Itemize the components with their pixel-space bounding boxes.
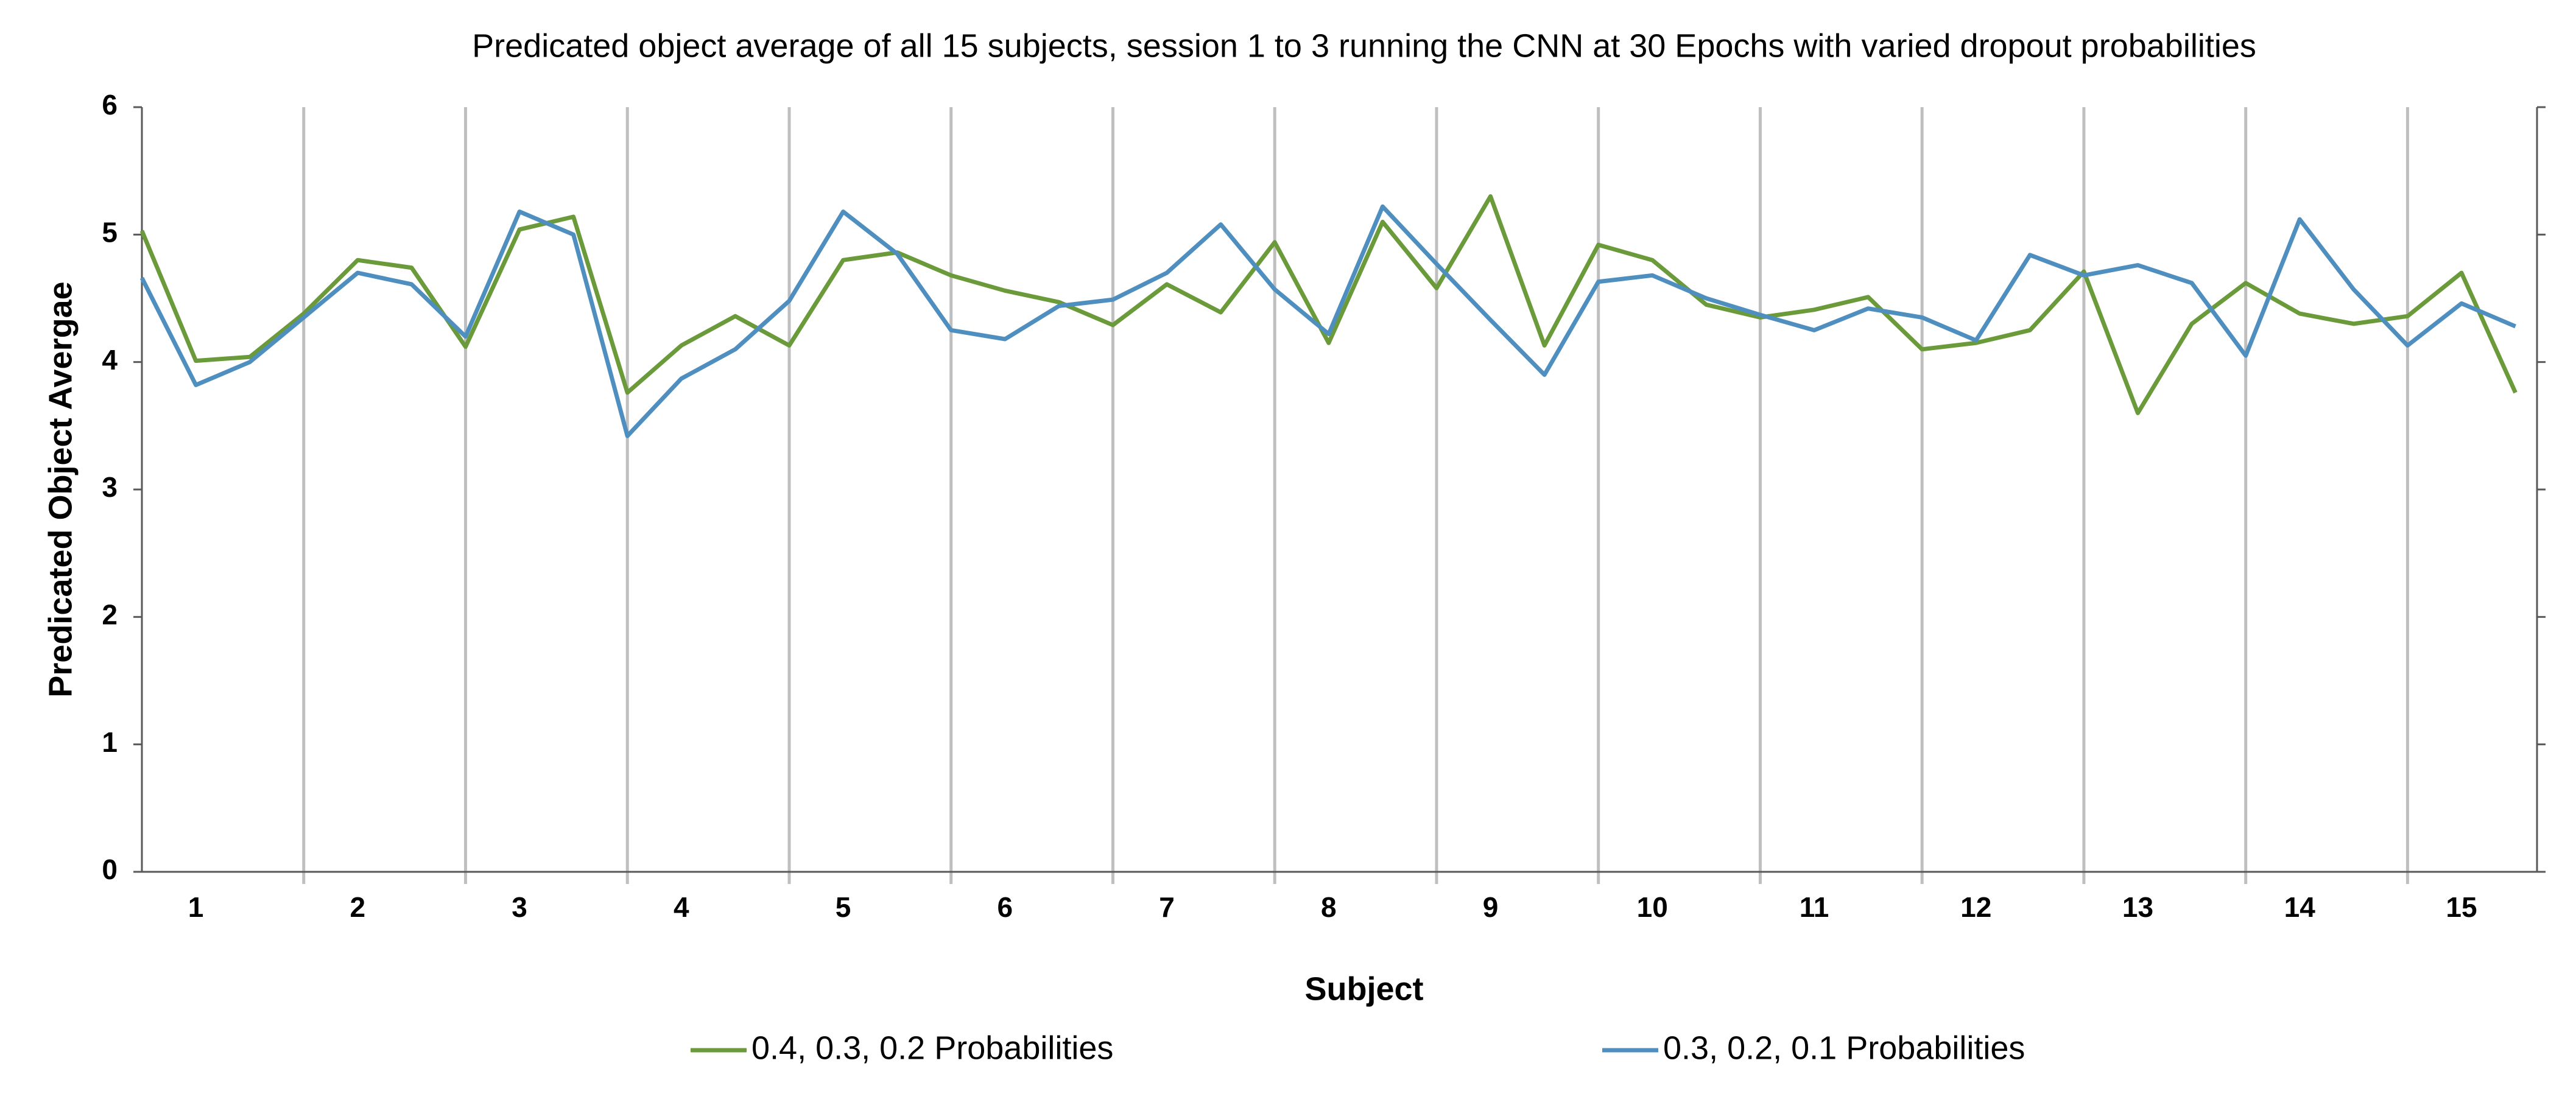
series-line [139, 204, 2516, 438]
x-tick-label: 12 [1960, 891, 1991, 923]
y-tick-label: 1 [102, 726, 118, 758]
y-axis-title: Predicated Object Avergae [42, 281, 79, 697]
x-tick-label: 4 [674, 891, 689, 923]
x-tick-label: 3 [512, 891, 527, 923]
chart-title: Predicated object average of all 15 subj… [472, 27, 2256, 64]
series-line [139, 194, 2518, 415]
y-tick-label: 5 [102, 216, 118, 248]
legend-label: 0.3, 0.2, 0.1 Probabilities [1663, 1030, 2025, 1066]
x-tick-label: 15 [2446, 891, 2477, 923]
x-tick-label: 7 [1159, 891, 1175, 923]
x-tick-label: 11 [1800, 891, 1829, 923]
x-tick-label: 10 [1637, 891, 1668, 923]
x-tick-label: 2 [350, 891, 366, 923]
y-tick-label: 3 [102, 471, 118, 503]
y-tick-label: 6 [102, 89, 118, 121]
legend-label: 0.4, 0.3, 0.2 Probabilities [751, 1030, 1113, 1066]
x-tick-label: 13 [2122, 891, 2153, 923]
x-tick-label: 14 [2284, 891, 2316, 923]
x-tick-label: 8 [1321, 891, 1337, 923]
x-tick-label: 1 [188, 891, 204, 923]
y-tick-label: 2 [102, 598, 118, 630]
y-tick-label: 0 [102, 854, 118, 885]
x-axis-title: Subject [1304, 970, 1423, 1007]
y-tick-label: 4 [102, 344, 118, 376]
x-tick-label: 5 [836, 891, 851, 923]
x-tick-label: 9 [1483, 891, 1499, 923]
x-tick-label: 6 [998, 891, 1013, 923]
